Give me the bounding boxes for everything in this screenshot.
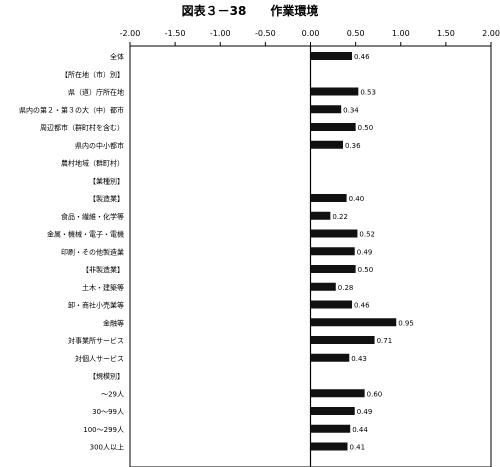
x-axis-ticks: -2.00 -1.50 -1.00 -0.50 0.00 0.50 1.00 1.50 2.00 bbox=[120, 29, 500, 46]
category-label: 【非製造業】 bbox=[82, 265, 124, 274]
bar-value-label: 0.46 bbox=[354, 302, 370, 310]
category-label: 農村地域（群町村） bbox=[61, 159, 124, 168]
category-label: 金属・機械・電子・電機 bbox=[47, 230, 124, 239]
bar-value-label: 0.22 bbox=[332, 213, 348, 221]
chart-title: 図表３－38 作業環境 bbox=[182, 3, 319, 18]
category-label: 300人以上 bbox=[90, 443, 124, 452]
category-label: 卸・商社小売業等 bbox=[68, 301, 124, 310]
x-tick-label: -0.50 bbox=[255, 29, 276, 38]
bar bbox=[310, 300, 353, 309]
bar-value-label: 0.49 bbox=[357, 248, 373, 256]
category-label: 対個人サービス bbox=[75, 354, 124, 363]
bar bbox=[310, 123, 356, 131]
category-label: 土木・建築等 bbox=[82, 283, 124, 292]
x-tick-label: -2.00 bbox=[120, 29, 141, 38]
bar bbox=[310, 265, 356, 273]
bar-value-label: 0.52 bbox=[359, 231, 375, 239]
bar-value-label: 0.46 bbox=[354, 53, 370, 61]
bar-value-label: 0.71 bbox=[377, 337, 393, 345]
category-label: 【所在地（市）別】 bbox=[61, 70, 124, 79]
category-label: 県内の中小都市 bbox=[75, 141, 124, 150]
bar-value-label: 0.28 bbox=[338, 284, 354, 292]
bar-value-label: 0.95 bbox=[398, 319, 414, 327]
category-label: 食品・繊維・化学等 bbox=[61, 212, 124, 221]
category-label: 対事業所サービス bbox=[68, 336, 124, 345]
bar bbox=[310, 282, 336, 291]
x-tick-label: -1.50 bbox=[165, 29, 186, 38]
bar-value-label: 0.49 bbox=[357, 408, 373, 416]
bar-value-label: 0.50 bbox=[358, 266, 374, 274]
category-label: 【製造業】 bbox=[89, 194, 124, 203]
category-label: 県内の第２・第３の大（中）都市 bbox=[19, 105, 124, 114]
bar-value-label: 0.43 bbox=[351, 355, 367, 363]
bar-value-label: 0.60 bbox=[367, 390, 383, 398]
bar-value-label: 0.44 bbox=[352, 426, 368, 434]
bar-value-label: 0.41 bbox=[350, 444, 366, 452]
x-tick-label: 1.00 bbox=[392, 29, 410, 38]
bar bbox=[310, 424, 351, 433]
bar-value-label: 0.34 bbox=[343, 106, 359, 114]
bar-value-label: 0.53 bbox=[360, 89, 376, 97]
bar bbox=[310, 229, 358, 238]
x-tick-label: 2.00 bbox=[482, 29, 500, 38]
bar bbox=[310, 336, 375, 344]
bar-value-label: 0.50 bbox=[358, 124, 374, 132]
x-tick-label: 0.00 bbox=[302, 29, 320, 38]
category-label: 30～99人 bbox=[92, 408, 124, 416]
bar bbox=[310, 389, 365, 398]
category-label: 周辺都市（群町村を含む） bbox=[40, 123, 124, 132]
bar bbox=[310, 407, 355, 415]
category-label: 100～299人 bbox=[83, 426, 124, 434]
bar bbox=[310, 442, 348, 451]
bar bbox=[310, 87, 359, 96]
bar bbox=[310, 52, 353, 60]
bar bbox=[310, 194, 347, 202]
bar bbox=[310, 247, 355, 256]
bar-value-label: 0.40 bbox=[349, 195, 365, 203]
bar bbox=[310, 105, 342, 114]
category-label: 金融等 bbox=[103, 318, 124, 327]
x-tick-label: -1.00 bbox=[210, 29, 231, 38]
category-label: 印刷・その他製造業 bbox=[61, 247, 124, 256]
x-tick-label: 1.50 bbox=[437, 29, 455, 38]
bar bbox=[310, 211, 331, 220]
category-label: 【業種別】 bbox=[89, 176, 124, 185]
bar bbox=[310, 353, 350, 362]
category-label: ～29人 bbox=[101, 390, 124, 398]
category-label: 県（道）庁所在地 bbox=[68, 88, 124, 97]
bar bbox=[310, 318, 397, 327]
x-tick-label: 0.50 bbox=[347, 29, 365, 38]
bar bbox=[310, 140, 343, 149]
value-labels: 0.46 0.53 0.34 0.50 0.36 0.40 0.22 0.52 0.49 0.50… bbox=[332, 53, 413, 452]
category-label: 全体 bbox=[110, 52, 124, 61]
bars bbox=[310, 52, 397, 451]
category-label: 【規模別】 bbox=[89, 372, 124, 381]
bar-value-label: 0.36 bbox=[345, 142, 361, 150]
category-labels: 全体【所在地（市）別】県（道）庁所在地県内の第２・第３の大（中）都市周辺都市（群… bbox=[19, 52, 124, 452]
